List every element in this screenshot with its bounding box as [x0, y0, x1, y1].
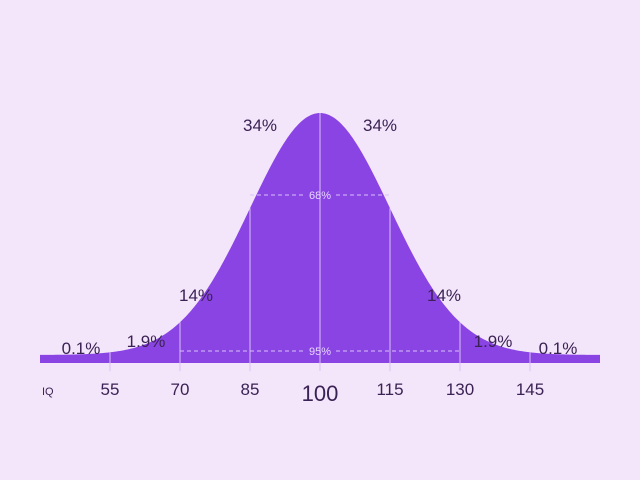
band-label-130-145: 1.9% [474, 332, 513, 351]
band-label-115-130: 14% [427, 286, 461, 305]
band-label-40-55: 0.1% [62, 339, 101, 358]
band-label-145-160: 0.1% [539, 339, 578, 358]
x-tick-label-85: 85 [241, 380, 260, 399]
x-tick-label-70: 70 [171, 380, 190, 399]
chart-labels: IQ 55 70 85 100 115 130 145 0.1% 1.9% 14% 34% 34% 14… [42, 116, 577, 406]
range-label-68pct: 68% [309, 190, 331, 202]
band-label-85-100: 34% [243, 116, 277, 135]
x-tick-label-115: 115 [376, 380, 403, 399]
x-tick-label-145: 145 [516, 380, 544, 399]
x-axis-label: IQ [42, 386, 54, 398]
band-label-55-70: 1.9% [127, 332, 166, 351]
x-tick-label-55: 55 [101, 380, 120, 399]
band-label-100-115: 34% [363, 116, 397, 135]
range-label-95pct: 95% [309, 346, 331, 358]
band-label-70-85: 14% [179, 286, 213, 305]
sd-guides: 68% 95% [109, 113, 531, 371]
x-tick-label-100: 100 [302, 381, 339, 406]
x-tick-label-130: 130 [446, 380, 474, 399]
